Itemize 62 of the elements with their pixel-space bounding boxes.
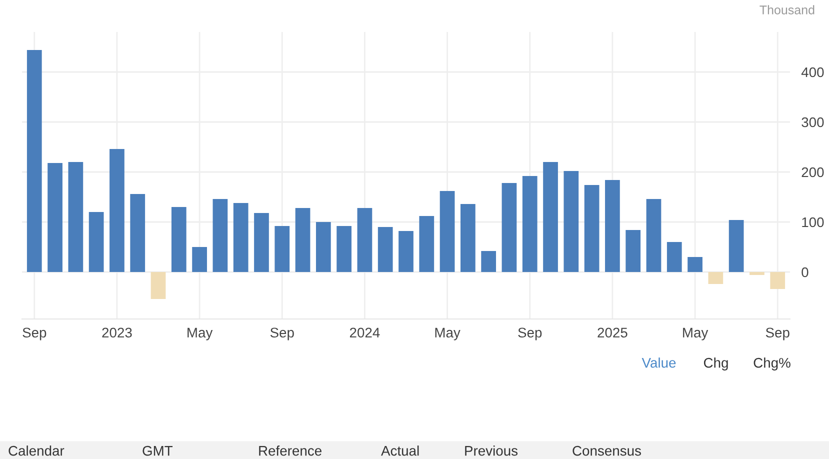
bar — [522, 176, 538, 272]
bar — [688, 257, 702, 272]
bar — [212, 199, 228, 272]
bar — [666, 242, 682, 272]
x-tick-label: 2023 — [102, 328, 132, 338]
x-tick-label: Sep — [518, 328, 542, 340]
y-tick-label: 200 — [802, 167, 824, 178]
y-tick-label: 300 — [802, 117, 824, 128]
text: GMT — [142, 446, 173, 456]
x-tick-label: May — [188, 328, 213, 340]
bar — [357, 208, 372, 272]
bar — [316, 222, 331, 272]
y-tick-label: 400 — [801, 67, 824, 78]
bar — [502, 183, 517, 272]
x-tick-label: May — [435, 328, 460, 340]
bar — [626, 230, 641, 272]
x-tick-label: Sep — [766, 328, 790, 340]
text: Consensus — [572, 446, 641, 456]
bar — [336, 226, 352, 272]
bar — [274, 226, 290, 272]
bar — [68, 162, 84, 272]
bar — [110, 149, 124, 272]
bar — [708, 272, 724, 284]
text: Chg — [704, 358, 728, 370]
y-tick-label: 0 — [802, 267, 808, 278]
bar — [295, 208, 310, 272]
bar — [398, 231, 414, 272]
text: Value — [642, 358, 676, 368]
bar — [605, 180, 620, 272]
bar — [150, 272, 166, 299]
x-tick-label: May — [683, 328, 708, 340]
bar — [254, 213, 269, 272]
bar — [564, 171, 579, 272]
y-axis-title: Thousand — [760, 5, 814, 14]
bar — [26, 50, 42, 272]
x-tick-label: 2024 — [350, 328, 380, 338]
bar — [192, 247, 207, 272]
y-tick-label: 100 — [802, 217, 824, 228]
x-tick-label: Sep — [22, 328, 46, 340]
bar — [48, 163, 62, 272]
text: Chg% — [754, 358, 790, 370]
bar — [88, 212, 104, 272]
bar — [171, 207, 186, 272]
bar — [770, 272, 786, 289]
bar — [460, 204, 476, 272]
bar — [481, 251, 496, 272]
bar — [728, 220, 744, 272]
bar — [233, 203, 248, 272]
bar — [419, 216, 434, 272]
bar — [750, 272, 764, 275]
bar — [543, 162, 558, 272]
bar — [646, 199, 662, 272]
text: Calendar — [8, 446, 64, 456]
text: Previous — [465, 446, 518, 456]
x-tick-label: 2025 — [598, 328, 628, 338]
bar — [584, 185, 600, 272]
text: Actual — [381, 446, 419, 456]
bar — [440, 191, 455, 272]
x-tick-label: Sep — [270, 328, 294, 340]
bar — [378, 227, 393, 272]
text: Reference — [259, 446, 322, 456]
bar — [130, 194, 146, 272]
